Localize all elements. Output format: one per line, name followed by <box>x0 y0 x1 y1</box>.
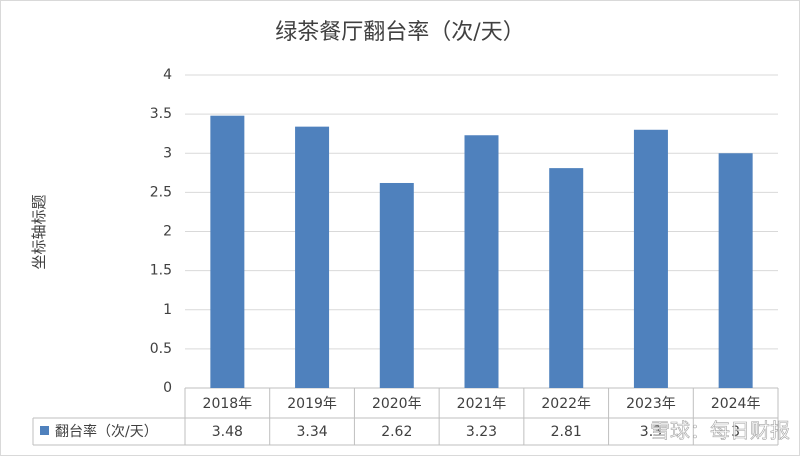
table-value: 3.23 <box>466 424 497 440</box>
chart-title: 绿茶餐厅翻台率（次/天） <box>275 20 524 45</box>
table-value: 3 <box>731 424 740 440</box>
bar <box>295 126 330 389</box>
watermark: 雪球：每日财报 <box>650 419 790 443</box>
y-tick-label: 4 <box>163 67 172 83</box>
x-tick-label: 2022年 <box>541 396 591 412</box>
y-tick-label: 1 <box>163 302 172 318</box>
y-tick-label: 0.5 <box>150 341 172 357</box>
table-value: 3.48 <box>212 424 243 440</box>
bar <box>718 153 753 388</box>
y-tick-label: 2 <box>163 224 172 240</box>
y-tick-label: 0 <box>163 380 172 396</box>
y-tick-label: 1.5 <box>150 263 172 279</box>
table-value: 2.62 <box>381 424 412 440</box>
x-tick-label: 2018年 <box>203 396 253 412</box>
table-value: 3.3 <box>640 424 662 440</box>
legend-swatch <box>40 426 49 435</box>
x-tick-label: 2021年 <box>457 396 507 412</box>
x-tick-label: 2019年 <box>287 396 337 412</box>
bar <box>633 129 668 388</box>
y-tick-label: 2.5 <box>150 184 172 200</box>
bar <box>379 182 414 388</box>
y-tick-label: 3.5 <box>150 106 172 122</box>
y-axis-title: 坐标轴标题 <box>30 194 48 269</box>
x-tick-label: 2020年 <box>372 396 422 412</box>
x-tick-label: 2024年 <box>711 396 761 412</box>
bar <box>464 135 499 388</box>
y-tick-label: 3 <box>163 145 172 161</box>
bar <box>210 115 245 388</box>
bar <box>549 168 584 388</box>
x-tick-label: 2023年 <box>626 396 676 412</box>
table-value: 3.34 <box>296 424 327 440</box>
legend-label: 翻台率（次/天） <box>55 423 158 440</box>
table-value: 2.81 <box>551 424 582 440</box>
